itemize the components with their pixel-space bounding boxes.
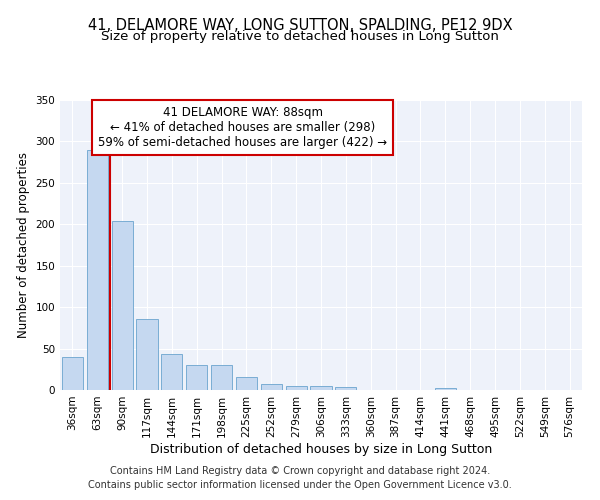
Text: Contains public sector information licensed under the Open Government Licence v3: Contains public sector information licen… <box>88 480 512 490</box>
Bar <box>62 357 83 390</box>
X-axis label: Distribution of detached houses by size in Long Sutton: Distribution of detached houses by size … <box>150 442 492 456</box>
Bar <box>310 386 332 390</box>
Bar <box>112 221 133 390</box>
Bar <box>211 365 232 390</box>
Bar <box>286 386 307 390</box>
Text: 41, DELAMORE WAY, LONG SUTTON, SPALDING, PE12 9DX: 41, DELAMORE WAY, LONG SUTTON, SPALDING,… <box>88 18 512 32</box>
Bar <box>435 388 456 390</box>
Bar <box>186 365 207 390</box>
Text: 41 DELAMORE WAY: 88sqm
← 41% of detached houses are smaller (298)
59% of semi-de: 41 DELAMORE WAY: 88sqm ← 41% of detached… <box>98 106 387 149</box>
Text: Contains HM Land Registry data © Crown copyright and database right 2024.: Contains HM Land Registry data © Crown c… <box>110 466 490 476</box>
Bar <box>136 318 158 390</box>
Bar <box>335 386 356 390</box>
Bar <box>161 354 182 390</box>
Y-axis label: Number of detached properties: Number of detached properties <box>17 152 30 338</box>
Text: Size of property relative to detached houses in Long Sutton: Size of property relative to detached ho… <box>101 30 499 43</box>
Bar <box>236 376 257 390</box>
Bar <box>87 150 108 390</box>
Bar <box>261 384 282 390</box>
